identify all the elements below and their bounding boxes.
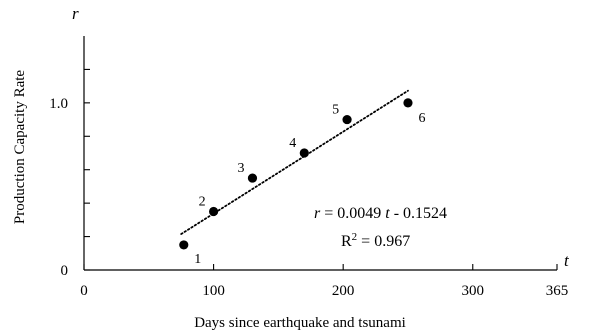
tick-labels: 01.00 100 200 300 365 — [49, 96, 568, 299]
point-labels: 1 2 3 4 5 6 — [194, 103, 425, 267]
data-point — [403, 98, 413, 108]
data-points — [179, 98, 413, 250]
point-label: 4 — [289, 136, 296, 151]
trendline — [180, 89, 409, 235]
axes — [83, 36, 557, 271]
point-label: 2 — [199, 195, 206, 210]
y-variable-label: r — [72, 4, 79, 23]
x-variable-label: t — [564, 251, 570, 270]
equation-coef: = 0.0049 — [320, 205, 385, 222]
x-tick-label: 300 — [462, 283, 485, 299]
r-squared-base: R — [341, 233, 352, 250]
ticks — [83, 68, 558, 271]
x-tick-label: 0 — [80, 283, 88, 299]
point-label: 6 — [418, 111, 425, 126]
point-label: 5 — [332, 103, 339, 118]
data-point — [247, 173, 258, 183]
r-squared-exponent: 2 — [352, 231, 358, 243]
point-label: 3 — [237, 161, 244, 176]
regression-equation: r = 0.0049 t - 0.1524 — [314, 205, 447, 222]
data-point — [179, 240, 189, 250]
equation-t: t — [385, 205, 390, 222]
data-point — [208, 206, 219, 217]
data-point — [342, 114, 352, 125]
x-tick-label: 100 — [202, 283, 225, 299]
equation-r: r — [314, 205, 321, 222]
y-tick-label: 0 — [61, 263, 69, 279]
r-squared-value: = 0.967 — [357, 233, 410, 250]
y-axis-label: Production Capacity Rate — [12, 70, 28, 224]
point-label: 1 — [194, 252, 201, 267]
equation-intercept: - 0.1524 — [390, 205, 447, 222]
y-tick-label: 1.0 — [49, 96, 68, 112]
x-axis-label: Days since earthquake and tsunami — [194, 315, 406, 331]
r-squared: R2 = 0.967 — [341, 231, 410, 250]
x-tick-label: 365 — [546, 283, 569, 299]
data-point — [299, 148, 309, 158]
x-tick-label: 200 — [332, 283, 355, 299]
